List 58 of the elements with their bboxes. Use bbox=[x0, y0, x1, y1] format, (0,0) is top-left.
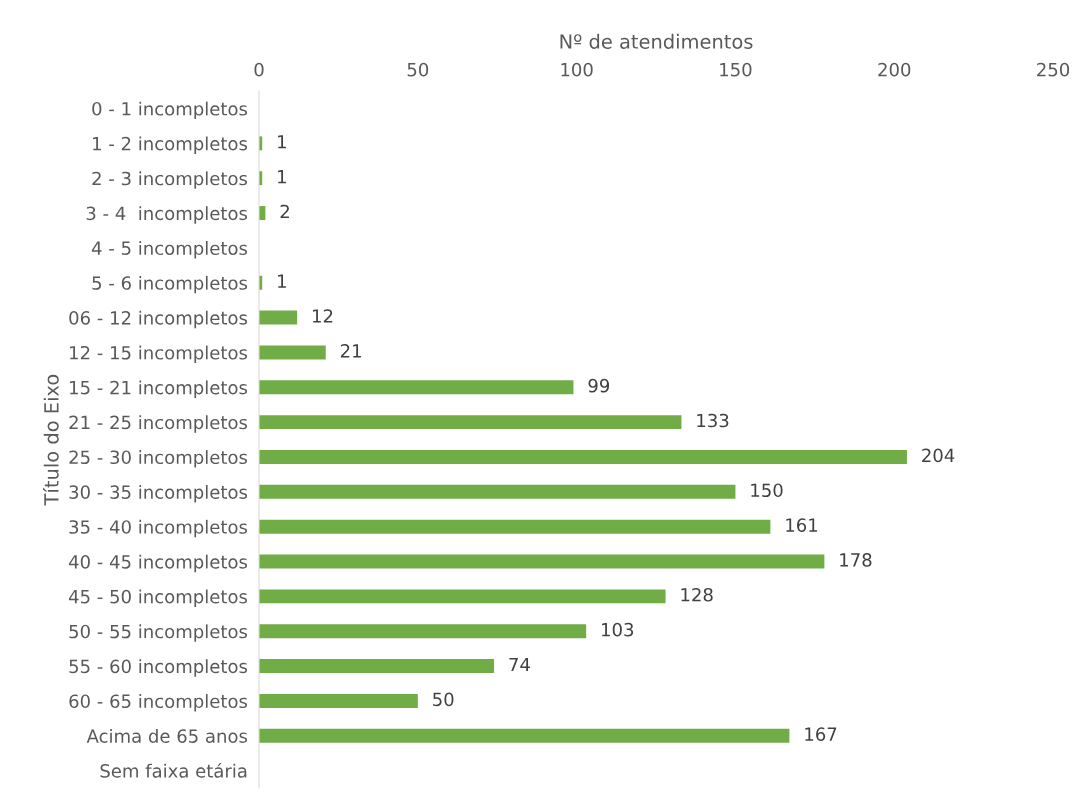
y-tick-label: 0 - 1 incompletos bbox=[92, 101, 248, 120]
x-tick-label: 200 bbox=[878, 62, 911, 77]
bar bbox=[259, 589, 666, 604]
data-label: 50 bbox=[433, 692, 454, 707]
bar bbox=[259, 310, 298, 325]
y-tick-label: Sem faixa etária bbox=[100, 763, 247, 778]
y-tick-label: 4 - 5 incompletos bbox=[91, 241, 248, 259]
y-tick-label: 06 - 12 incompletos bbox=[69, 310, 248, 329]
data-label: 1 bbox=[278, 170, 286, 184]
y-tick-label: 5 - 6 incompletos bbox=[92, 275, 248, 294]
bar bbox=[259, 519, 771, 534]
bar bbox=[259, 728, 790, 743]
data-label: 21 bbox=[340, 344, 361, 358]
y-tick-label: 35 - 40 incompletos bbox=[69, 519, 248, 538]
bar bbox=[259, 624, 587, 639]
y-tick-label: Acima de 65 anos bbox=[86, 728, 248, 743]
data-label: 2 bbox=[280, 204, 289, 219]
y-tick-label: 3 - 4 incompletos bbox=[86, 206, 248, 224]
bar bbox=[259, 554, 825, 569]
bar bbox=[259, 345, 326, 360]
x-tick-label: 100 bbox=[561, 62, 593, 77]
data-label: 150 bbox=[751, 483, 783, 498]
data-label: 74 bbox=[509, 657, 530, 672]
data-label: 204 bbox=[922, 448, 955, 463]
data-label: 12 bbox=[313, 309, 333, 323]
x-tick-label: 0 bbox=[254, 62, 264, 77]
y-tick-label: 15 - 21 incompletos bbox=[70, 380, 248, 398]
bar bbox=[259, 484, 736, 499]
y-tick-label: 45 - 50 incompletos bbox=[68, 589, 248, 607]
x-axis-title: Nº de atendimentos bbox=[560, 33, 753, 49]
x-tick-label: 150 bbox=[720, 62, 752, 77]
y-tick-label: 2 - 3 incompletos bbox=[92, 171, 248, 189]
bar bbox=[259, 415, 682, 430]
data-label: 167 bbox=[805, 727, 837, 742]
bar bbox=[259, 450, 907, 464]
y-tick-label: 12 - 15 incompletos bbox=[70, 345, 248, 364]
data-label: 99 bbox=[588, 378, 610, 393]
y-tick-label: 60 - 65 incompletos bbox=[69, 694, 248, 712]
y-axis-title: Título do Eixo bbox=[42, 374, 59, 506]
x-tick-label: 50 bbox=[407, 62, 429, 77]
data-label: 103 bbox=[602, 622, 634, 637]
y-tick-label: 50 - 55 incompletos bbox=[69, 624, 248, 642]
y-tick-label: 55 - 60 incompletos bbox=[69, 659, 248, 677]
data-label: 133 bbox=[697, 413, 729, 428]
y-tick-label: 40 - 45 incompletos bbox=[68, 554, 248, 573]
data-label: 1 bbox=[278, 135, 286, 149]
data-label: 1 bbox=[278, 274, 286, 288]
y-tick-label: 30 - 35 incompletos bbox=[69, 484, 248, 503]
bar bbox=[259, 380, 574, 395]
data-label: 178 bbox=[840, 553, 872, 567]
bar bbox=[259, 659, 495, 674]
y-tick-label: 25 - 30 incompletos bbox=[69, 450, 248, 468]
data-label: 161 bbox=[786, 518, 818, 532]
x-tick-label: 250 bbox=[1037, 62, 1070, 77]
bar bbox=[259, 693, 418, 708]
y-tick-label: 1 - 2 incompletos bbox=[93, 136, 248, 154]
data-label: 128 bbox=[681, 587, 713, 602]
y-tick-label: 21 - 25 incompletos bbox=[69, 415, 248, 433]
